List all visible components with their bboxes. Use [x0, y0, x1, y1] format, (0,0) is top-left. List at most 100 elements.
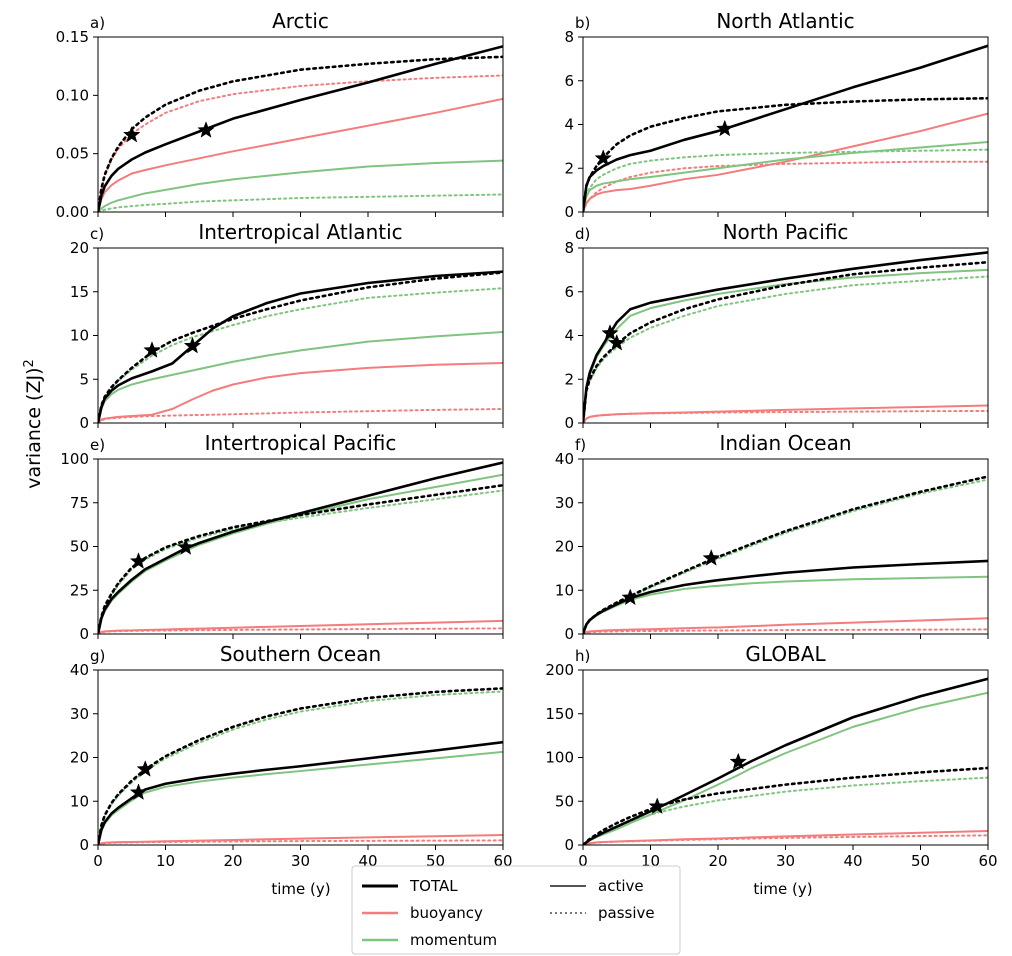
series-total-active [98, 270, 503, 423]
y-tick-label: 40 [70, 661, 89, 679]
y-tick-label: 100 [60, 450, 89, 468]
panel-frame [582, 247, 989, 424]
y-tick-label: 8 [564, 28, 574, 46]
series-total-active [583, 559, 988, 634]
y-tick-label: 2 [564, 370, 574, 388]
y-tick-label: 5 [79, 370, 89, 388]
series-group [98, 461, 503, 634]
panel-letter: h) [575, 647, 590, 665]
series-buoyancy-passive [583, 409, 988, 423]
x-tick-label: 40 [843, 852, 862, 870]
legend-label-momentum: momentum [410, 931, 497, 949]
y-tick-label: 6 [564, 283, 574, 301]
series-total-active [98, 45, 503, 212]
series-total-passive [583, 96, 988, 212]
panel-e: Intertropical Pacific e) 0 25 50 75 100 [60, 431, 504, 643]
star-marker [183, 336, 202, 354]
y-tick-label: 40 [555, 450, 574, 468]
panel-frame [97, 247, 504, 424]
series-momentum-active [98, 331, 503, 423]
panel-frame [97, 458, 504, 635]
series-momentum-passive [583, 776, 988, 845]
x-tick-label: 20 [223, 852, 242, 870]
y-axis-label-sup: 2 [22, 359, 37, 367]
series-momentum-passive [98, 287, 503, 423]
panel-frame [97, 669, 504, 846]
legend-label-total: TOTAL [409, 877, 458, 895]
panel-title: North Atlantic [716, 9, 854, 33]
star-marker [122, 125, 141, 143]
series-buoyancy-active [98, 619, 503, 634]
series-momentum-passive [583, 275, 988, 423]
series-buoyancy-active [583, 617, 988, 634]
panel-letter: d) [575, 225, 590, 243]
star-marker [129, 783, 148, 800]
series-total-passive [98, 483, 503, 634]
panel-title: GLOBAL [745, 642, 826, 666]
panel-title: North Pacific [723, 220, 849, 244]
series-group [583, 677, 988, 845]
panel-title: Intertropical Pacific [205, 431, 397, 455]
series-group [98, 687, 503, 845]
legend-label-passive: passive [598, 904, 655, 922]
series-momentum-passive [583, 478, 988, 634]
series-group [98, 45, 503, 212]
star-marker [607, 333, 626, 351]
y-tick-label: 0 [564, 203, 574, 221]
panel-frame [582, 36, 989, 213]
series-buoyancy-active [98, 362, 503, 423]
star-marker [621, 588, 640, 606]
star-marker [129, 552, 148, 569]
series-momentum-passive [98, 690, 503, 845]
y-tick-label: 2 [564, 159, 574, 177]
star-marker [648, 797, 667, 814]
series-buoyancy-passive [583, 834, 988, 845]
y-tick-label: 0.05 [56, 145, 89, 163]
panel-d: North Pacific d) 0 2 4 6 8 [564, 220, 989, 432]
series-total-active [583, 677, 988, 845]
y-axis-label-base: variance (ZJ) [23, 367, 45, 488]
x-tick-label: 0 [578, 852, 588, 870]
x-axis-label-right: time (y) [753, 880, 812, 898]
panel-letter: e) [90, 436, 105, 454]
y-tick-label: 20 [555, 538, 574, 556]
panel-a: Arctic a) 0.00 0.05 0.10 0.15 [56, 9, 504, 221]
star-marker [601, 324, 619, 341]
panel-frame [582, 669, 989, 846]
series-buoyancy-passive [98, 627, 503, 634]
y-tick-label: 0 [564, 625, 574, 643]
y-tick-label: 6 [564, 72, 574, 90]
series-buoyancy-passive [98, 408, 503, 423]
series-momentum-active [583, 141, 988, 212]
panels-group: Arctic a) 0.00 0.05 0.10 0.15 North Atlantic b)… [56, 9, 998, 870]
x-tick-label: 30 [291, 852, 310, 870]
star-marker [594, 149, 613, 166]
y-tick-label: 0 [564, 836, 574, 854]
series-momentum-active [583, 691, 988, 845]
x-axis-label-left: time (y) [271, 880, 330, 898]
x-tick-label: 20 [708, 852, 727, 870]
star-marker [143, 341, 161, 358]
y-tick-label: 0 [79, 625, 89, 643]
series-total-passive [98, 271, 503, 423]
series-momentum-active [98, 159, 503, 212]
x-tick-label: 0 [93, 852, 103, 870]
series-momentum-active [583, 268, 988, 423]
star-marker [176, 538, 195, 555]
y-tick-label: 150 [545, 705, 574, 723]
panel-c: Intertropical Atlantic c) 0 5 10 15 20 [70, 220, 504, 432]
y-tick-label: 10 [70, 792, 89, 810]
series-momentum-passive [98, 193, 503, 212]
series-total-passive [98, 687, 503, 845]
series-group [583, 475, 988, 634]
series-buoyancy-active [583, 404, 988, 423]
panel-frame [582, 458, 989, 635]
series-total-active [583, 44, 988, 212]
star-marker [197, 121, 215, 138]
panel-frame [97, 36, 504, 213]
y-tick-label: 0.10 [56, 86, 89, 104]
legend-label-active: active [598, 877, 644, 895]
x-tick-label: 50 [911, 852, 930, 870]
star-marker [715, 119, 734, 137]
